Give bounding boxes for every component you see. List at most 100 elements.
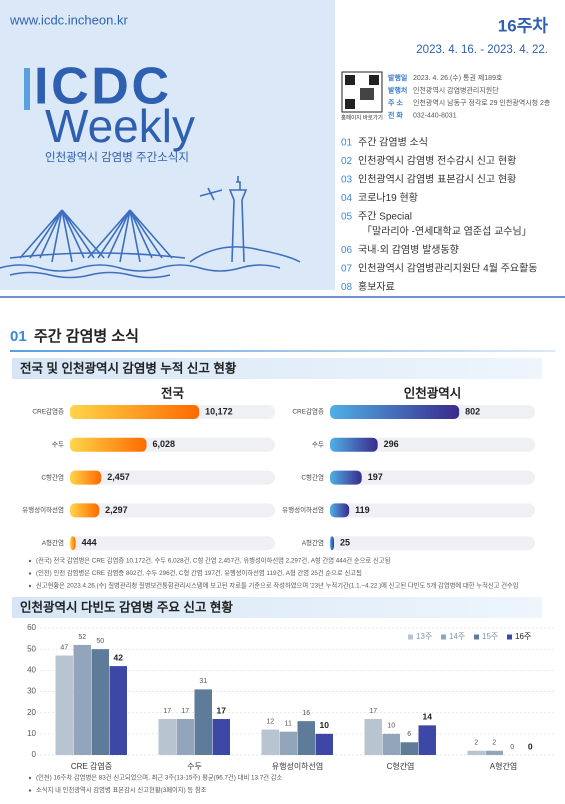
bar: [55, 655, 73, 755]
value-label: 10,172: [205, 406, 233, 416]
bar-track: [330, 536, 535, 551]
y-tick-label: 10: [27, 729, 36, 738]
qr-finder: [345, 99, 355, 109]
category-label: C형간염: [41, 472, 64, 481]
publish-label: 전 화: [388, 110, 403, 119]
bridge-cables: [87, 209, 173, 263]
value-label: 50: [96, 638, 104, 645]
bar: [467, 750, 485, 755]
toc-text: 주간 감염병 소식: [358, 137, 428, 149]
legend-swatch: [474, 634, 479, 640]
toc-number: 07: [341, 264, 353, 275]
value-label: 25: [340, 538, 350, 548]
bar: [70, 470, 102, 485]
bar: [158, 719, 176, 755]
note: (인천) 16주차 감염병은 83건 신고되었으며, 최근 3주(13-15주)…: [36, 773, 283, 782]
category-label: 수두: [312, 441, 324, 449]
value-label: 16: [302, 710, 310, 717]
value-label: 42: [114, 652, 124, 662]
category-label: 수두: [52, 441, 64, 449]
category-label: CRE감염증: [292, 408, 324, 416]
bar: [212, 719, 230, 755]
y-tick-label: 40: [27, 665, 36, 674]
value-label: 6: [407, 731, 411, 738]
toc-number: 02: [341, 156, 353, 167]
x-tick-label: 수두: [187, 762, 202, 771]
bar: [194, 689, 212, 755]
qr-finder: [345, 75, 355, 85]
value-label: 2: [474, 740, 478, 747]
bar: [485, 750, 503, 755]
qr-finder: [369, 75, 379, 85]
note: 소식지 내 인천광역시 감염병 표본감시 신고현황(3페이지) 등 참조: [36, 785, 207, 794]
bar: [70, 503, 100, 518]
bar: [176, 719, 194, 755]
qr-code: [341, 71, 383, 113]
value-label: 14: [423, 712, 433, 722]
category-label: A형간염: [42, 538, 64, 547]
x-tick-label: 유행성이하선염: [272, 761, 324, 771]
y-tick-label: 60: [27, 623, 36, 632]
bar: [279, 731, 297, 755]
value-label: 0: [528, 741, 533, 751]
subheading-band: [12, 597, 542, 618]
bar: [70, 536, 76, 551]
toc-text: 인천광역시 감염병 전수감시 신고 현황: [358, 155, 516, 167]
value-label: 12: [266, 718, 274, 725]
subheading: 전국 및 인천광역시 감염병 누적 신고 현황: [20, 360, 237, 375]
bar: [330, 437, 378, 452]
toc-number: 01: [341, 138, 353, 149]
bullet: [28, 776, 32, 780]
bullet: [28, 584, 32, 588]
bar: [73, 644, 91, 755]
value-label: 2,457: [107, 472, 130, 482]
tower: [228, 176, 248, 263]
legend-label: 15주: [482, 632, 498, 641]
panel-title: 인천광역시: [404, 385, 462, 400]
note: 신고현황은 2023.4.26.(수) 질병관리청 질병보건통합관리시스템에 보…: [36, 581, 519, 590]
legend-swatch: [408, 634, 413, 640]
publish-text: 인천광역시 남동구 정각로 29 인천광역시청 2층: [413, 98, 551, 107]
bar: [330, 405, 460, 419]
bar: [91, 649, 109, 755]
legend-label: 14주: [449, 632, 465, 641]
subtitle: 인천광역시 감염병 주간소식지: [45, 150, 189, 164]
bar: [330, 470, 362, 485]
value-label: 444: [82, 538, 97, 548]
bar-track: [330, 437, 535, 452]
bar: [330, 536, 335, 551]
toc-text: 인천광역시 감염병관리지원단 4월 주요활동: [358, 262, 538, 275]
bullet: [28, 559, 32, 563]
bar: [382, 733, 400, 755]
y-tick-label: 20: [27, 708, 36, 717]
category-label: A형간염: [302, 538, 324, 547]
subheading-band: [12, 358, 542, 379]
value-label: 0: [510, 744, 514, 751]
wave: [9, 271, 171, 279]
bar: [70, 437, 147, 452]
toc-number: 04: [341, 193, 353, 204]
bar: [70, 405, 200, 419]
value-label: 6,028: [153, 439, 176, 449]
bar: [364, 719, 382, 755]
table-of-contents: 01 주간 감염병 소식 02 인천광역시 감염병 전수감시 신고 현황 03 인천광역시…: [341, 137, 538, 294]
toc-text: 인천광역시 감염병 표본감시 신고 현황: [358, 174, 516, 186]
category-label: 유행성이하선염: [282, 505, 324, 514]
legend-label: 13주: [416, 632, 432, 641]
logo-top: ICDC: [34, 58, 169, 116]
qr-caption: 홈페이지 바로가기: [341, 113, 383, 121]
bar: [315, 733, 333, 755]
value-label: 10: [387, 723, 395, 730]
wave: [0, 264, 281, 272]
bar: [261, 729, 279, 755]
publish-text: 인천광역시 감염병관리지원단: [413, 85, 499, 94]
note: (전국) 전국 감염병은 CRE 감염증 10,172건, 수두 6,028건,…: [36, 556, 390, 565]
bullet: [28, 789, 32, 792]
bar-track: [70, 536, 275, 551]
toc-text: 국내·외 감염병 발생동향: [358, 244, 459, 256]
y-tick-label: 0: [32, 750, 37, 759]
dates: 2023. 4. 16. - 2023. 4. 22.: [416, 44, 548, 56]
x-tick-label: A형간염: [490, 761, 517, 771]
logo-bottom: Weekly: [45, 100, 195, 152]
